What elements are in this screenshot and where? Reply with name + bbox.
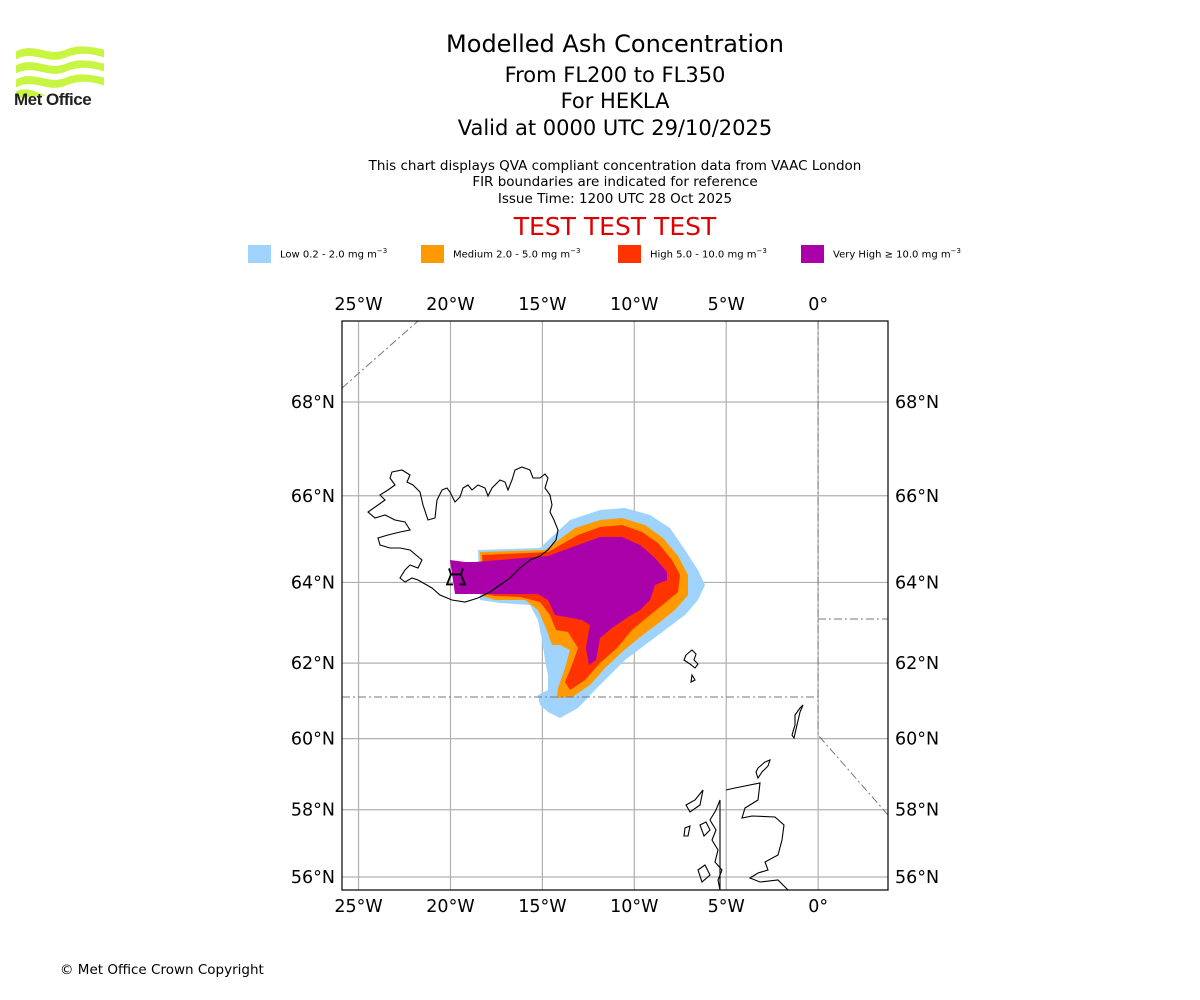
lat-tick-label-left: 56°N xyxy=(291,868,335,888)
lon-tick-label-bottom: 0° xyxy=(808,897,828,917)
lon-tick-label-top: 25°W xyxy=(334,295,382,315)
legend-swatch-very-high xyxy=(801,245,824,263)
copyright-text: © Met Office Crown Copyright xyxy=(60,962,264,978)
volcano-marker-icon xyxy=(445,568,467,586)
legend-unit-exponent: −3 xyxy=(950,247,961,256)
legend-item-high: High 5.0 - 10.0 mg m−3 xyxy=(618,244,767,264)
map-frame xyxy=(341,320,889,891)
lat-tick-label-right: 58°N xyxy=(895,801,939,821)
legend-swatch-low xyxy=(248,245,271,263)
lon-tick-label-top: 20°W xyxy=(426,295,474,315)
coastline-iceland xyxy=(367,466,559,603)
lat-tick-label-left: 62°N xyxy=(291,654,335,674)
legend-label-medium: Medium 2.0 - 5.0 mg m xyxy=(453,249,571,261)
lat-tick-label-right: 56°N xyxy=(895,868,939,888)
lat-tick-label-right: 62°N xyxy=(895,654,939,674)
fir-boundary xyxy=(342,321,419,389)
lon-tick-label-bottom: 15°W xyxy=(518,897,566,917)
description-text: This chart displays QVA compliant concen… xyxy=(368,158,862,174)
lon-tick-label-top: 10°W xyxy=(610,295,658,315)
coastline-shetland xyxy=(791,704,804,740)
legend-unit-exponent: −3 xyxy=(570,247,581,256)
met-office-logo-text: Met Office xyxy=(14,90,92,109)
legend-unit-exponent: −3 xyxy=(756,247,767,256)
lat-tick-label-left: 60°N xyxy=(291,730,335,750)
legend-item-low: Low 0.2 - 2.0 mg m−3 xyxy=(248,244,387,264)
coastline-scotland xyxy=(683,782,789,890)
legend-label-very-high: Very High ≥ 10.0 mg m xyxy=(833,249,951,261)
legend-label-high: High 5.0 - 10.0 mg m xyxy=(650,249,757,261)
lat-tick-label-left: 58°N xyxy=(291,801,335,821)
issue-time: Issue Time: 1200 UTC 28 Oct 2025 xyxy=(497,191,733,207)
legend-item-very-high: Very High ≥ 10.0 mg m−3 xyxy=(801,244,961,264)
coastline-orkney xyxy=(755,759,771,780)
legend-label-low: Low 0.2 - 2.0 mg m xyxy=(280,249,377,261)
lat-tick-label-right: 60°N xyxy=(895,730,939,750)
lat-tick-label-left: 68°N xyxy=(291,393,335,413)
lat-tick-label-right: 64°N xyxy=(895,573,939,593)
fir-note: FIR boundaries are indicated for referen… xyxy=(472,174,758,190)
met-office-logo-icon xyxy=(16,46,104,99)
lat-tick-label-right: 68°N xyxy=(895,393,939,413)
legend-swatch-high xyxy=(618,245,641,263)
ash-region-very-high xyxy=(450,537,667,665)
lon-tick-label-bottom: 25°W xyxy=(334,897,382,917)
legend-item-medium: Medium 2.0 - 5.0 mg m−3 xyxy=(421,244,580,264)
lon-tick-label-bottom: 5°W xyxy=(708,897,745,917)
coastline-faroes xyxy=(683,649,699,683)
lon-tick-label-top: 0° xyxy=(808,295,828,315)
lon-tick-label-bottom: 10°W xyxy=(610,897,658,917)
fir-boundary xyxy=(817,321,888,816)
valid-time: Valid at 0000 UTC 29/10/2025 xyxy=(457,116,773,140)
lat-tick-label-right: 66°N xyxy=(895,487,939,507)
lat-tick-label-left: 64°N xyxy=(291,573,335,593)
volcano-name: For HEKLA xyxy=(560,89,670,113)
lon-tick-label-top: 15°W xyxy=(518,295,566,315)
lat-tick-label-left: 66°N xyxy=(291,487,335,507)
lon-tick-label-bottom: 20°W xyxy=(426,897,474,917)
lon-tick-label-top: 5°W xyxy=(708,295,745,315)
test-banner: TEST TEST TEST xyxy=(513,212,717,241)
legend-unit-exponent: −3 xyxy=(376,247,388,256)
chart-title: Modelled Ash Concentration xyxy=(446,30,784,58)
flight-level-range: From FL200 to FL350 xyxy=(504,63,726,87)
legend-swatch-medium xyxy=(421,245,444,263)
